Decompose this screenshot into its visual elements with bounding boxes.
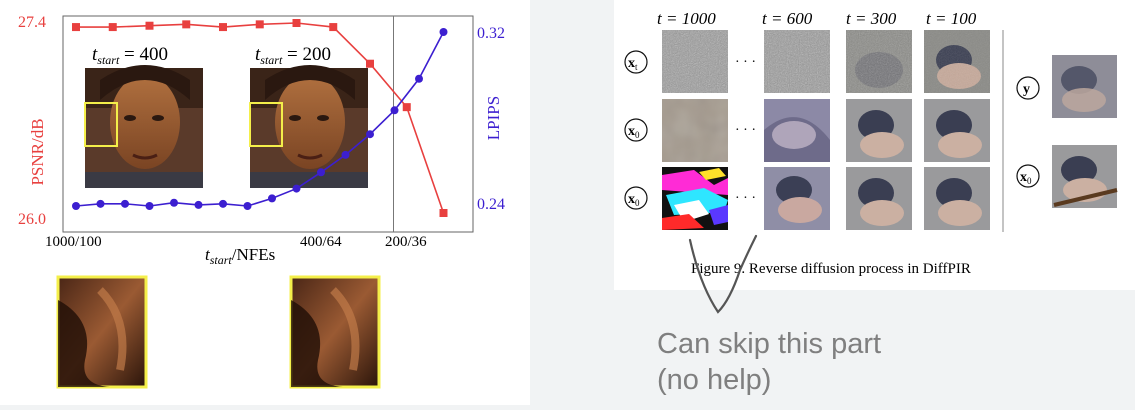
ellipsis-row2: · · · bbox=[735, 123, 756, 138]
row-label-xt: xt bbox=[624, 50, 648, 74]
svg-text:x0: x0 bbox=[1020, 170, 1032, 186]
psnr-point-8 bbox=[366, 59, 374, 68]
lpips-point-8 bbox=[268, 194, 276, 203]
img-x0-600 bbox=[764, 99, 830, 162]
left-figure-panel: tstart = 400 tstart = 200 27.4 26.0 0.32… bbox=[0, 0, 530, 405]
note-line-1: Can skip this part bbox=[657, 328, 882, 360]
ear-crop-400 bbox=[56, 275, 148, 389]
ellipsis-row3: · · · bbox=[735, 191, 756, 206]
right-figure-panel: t = 1000 t = 600 t = 300 t = 100 xt x0 x… bbox=[614, 0, 1135, 290]
img-x0hat-300 bbox=[846, 167, 912, 230]
psnr-lpips-figure: tstart = 400 tstart = 200 27.4 26.0 0.32… bbox=[18, 14, 505, 389]
psnr-point-0 bbox=[72, 23, 80, 32]
plot-frame bbox=[62, 15, 474, 233]
psnr-point-6 bbox=[292, 19, 301, 27]
lpips-point-9 bbox=[292, 184, 301, 193]
figure-caption: Figure 9. Reverse diffusion process in D… bbox=[691, 261, 971, 277]
lpips-point-0 bbox=[72, 202, 80, 210]
col-label-100: t = 100 bbox=[926, 9, 977, 28]
row-label-x0-hat: x0 bbox=[624, 186, 648, 210]
psnr-point-1 bbox=[108, 23, 117, 32]
note-line-2: (no help) bbox=[657, 364, 772, 396]
x-tick-400-64: 400/64 bbox=[300, 234, 342, 250]
img-xt-100 bbox=[924, 30, 990, 93]
face-thumbnail-400 bbox=[84, 65, 203, 188]
svg-text:x0: x0 bbox=[628, 192, 640, 208]
lpips-point-10 bbox=[317, 168, 325, 177]
col-label-1000: t = 1000 bbox=[657, 9, 716, 28]
left-tick-top: 27.4 bbox=[18, 14, 46, 31]
right-tick-top: 0.32 bbox=[477, 25, 505, 42]
left-tick-bottom: 26.0 bbox=[18, 211, 46, 228]
lpips-point-13 bbox=[390, 106, 399, 115]
psnr-point-9 bbox=[402, 103, 411, 112]
ellipsis-row1: · · · bbox=[735, 55, 756, 70]
lpips-point-1 bbox=[96, 199, 105, 208]
lpips-point-2 bbox=[121, 199, 129, 208]
lpips-point-11 bbox=[341, 150, 350, 159]
side-label-y: y bbox=[1016, 76, 1040, 100]
x-axis-label: tstart/NFEs bbox=[205, 245, 275, 267]
x-tick-200-36: 200/36 bbox=[385, 234, 427, 250]
psnr-point-2 bbox=[145, 21, 154, 30]
lpips-point-14 bbox=[415, 74, 423, 83]
img-x0hat-1000 bbox=[662, 167, 728, 230]
lpips-point-12 bbox=[366, 130, 374, 139]
lpips-point-15 bbox=[439, 28, 448, 36]
psnr-point-3 bbox=[182, 20, 191, 29]
lpips-point-3 bbox=[145, 202, 154, 210]
series-line-lpips bbox=[75, 31, 445, 207]
img-xt-300 bbox=[846, 30, 912, 93]
psnr-point-10 bbox=[439, 209, 448, 217]
lpips-point-7 bbox=[243, 202, 252, 210]
annotation-tstart-200: tstart = 200 bbox=[255, 44, 331, 67]
lpips-point-5 bbox=[194, 200, 203, 209]
col-label-300: t = 300 bbox=[846, 9, 897, 28]
svg-text:xt: xt bbox=[628, 56, 638, 72]
x-tick-1000-100: 1000/100 bbox=[45, 234, 102, 250]
right-tick-bottom: 0.24 bbox=[477, 196, 505, 213]
annotation-tstart-400: tstart = 400 bbox=[92, 44, 168, 67]
handwritten-note: Can skip this part (no help) bbox=[657, 326, 881, 398]
reverse-diffusion-diagram: t = 1000 t = 600 t = 300 t = 100 xt x0 x… bbox=[624, 9, 1118, 277]
img-x0hat-100 bbox=[924, 167, 990, 230]
img-x0-300 bbox=[846, 99, 912, 162]
img-measurement-y bbox=[1052, 55, 1117, 118]
y-axis-right-label: LPIPS bbox=[484, 96, 503, 140]
lpips-point-4 bbox=[170, 198, 178, 207]
row-label-x0-prior: x0 bbox=[624, 118, 648, 142]
psnr-point-4 bbox=[219, 23, 227, 32]
svg-text:x0: x0 bbox=[628, 124, 640, 140]
psnr-point-7 bbox=[329, 23, 338, 32]
face-thumbnail-200 bbox=[249, 65, 368, 188]
col-label-600: t = 600 bbox=[762, 9, 813, 28]
ear-crop-200 bbox=[289, 275, 381, 389]
img-x0hat-600 bbox=[764, 167, 830, 230]
svg-text:y: y bbox=[1023, 82, 1030, 97]
side-label-x0: x0 bbox=[1016, 164, 1040, 188]
psnr-point-5 bbox=[255, 20, 264, 29]
lpips-point-6 bbox=[219, 199, 227, 208]
img-result-x0 bbox=[1052, 145, 1118, 208]
img-x0-100 bbox=[924, 99, 990, 162]
y-axis-left-label: PSNR/dB bbox=[28, 118, 47, 185]
